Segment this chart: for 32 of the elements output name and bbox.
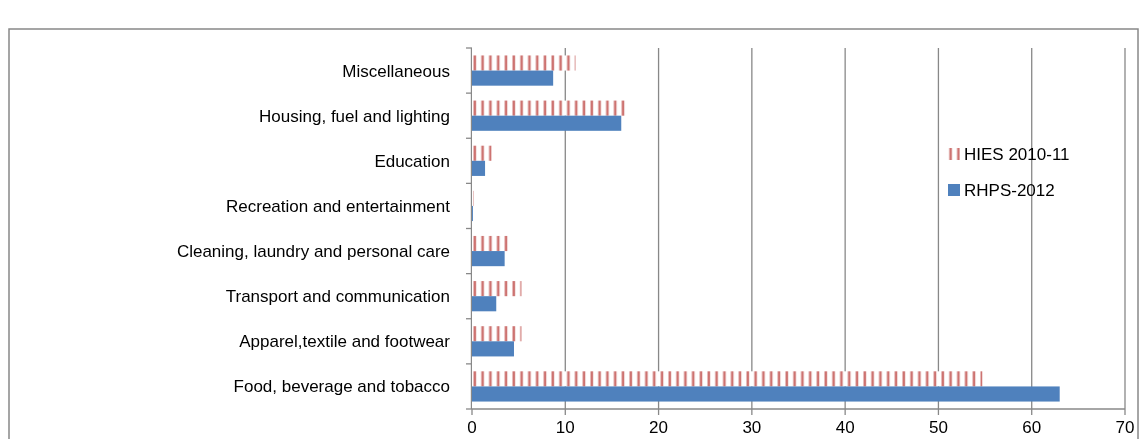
x-tick-label: 60 <box>1022 418 1042 437</box>
bar <box>472 281 522 297</box>
y-tick-label: Recreation and entertainment <box>226 196 451 216</box>
x-tick-label: 20 <box>649 418 669 437</box>
x-tick-label: 70 <box>1115 418 1135 437</box>
y-tick-label: Housing, fuel and lighting <box>259 106 450 126</box>
x-tick-label: 40 <box>835 418 855 437</box>
y-tick-label: Apparel,textile and footwear <box>239 332 451 352</box>
y-tick-label: Food, beverage and tobacco <box>233 377 450 397</box>
x-tick-label: 0 <box>467 418 477 437</box>
bar <box>472 386 1060 402</box>
bar <box>472 145 492 161</box>
bar <box>472 115 622 131</box>
legend-label: RHPS-2012 <box>964 181 1055 200</box>
legend-label: HIES 2010-11 <box>964 145 1070 164</box>
bar <box>472 100 627 116</box>
x-tick-label: 30 <box>742 418 762 437</box>
y-tick-label: Education <box>374 151 450 171</box>
x-tick-label: 10 <box>555 418 575 437</box>
bar <box>472 326 522 342</box>
bar <box>472 341 514 357</box>
y-tick-label: Miscellaneous <box>342 61 450 81</box>
bar <box>472 235 509 252</box>
bar <box>472 251 505 267</box>
y-tick-label: Transport and communication <box>225 287 450 307</box>
bar <box>472 296 497 312</box>
bar <box>472 160 486 176</box>
bar <box>472 371 983 387</box>
bar <box>472 55 576 71</box>
x-tick-label: 50 <box>928 418 948 437</box>
y-tick-label: Cleaning, laundry and personal care <box>176 242 450 262</box>
bar <box>472 70 554 86</box>
